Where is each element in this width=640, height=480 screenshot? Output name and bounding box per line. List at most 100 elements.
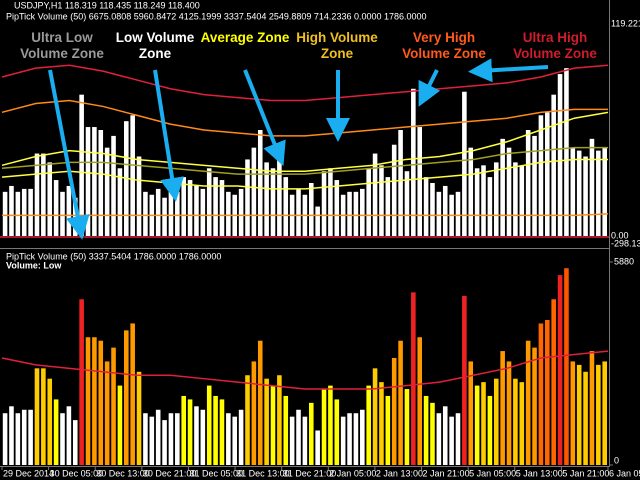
volume-bar	[385, 395, 391, 465]
volume-bar	[360, 188, 365, 236]
volume-bar	[538, 323, 544, 465]
volume-bar	[449, 416, 454, 465]
time-label: 29 Dec 2014	[3, 468, 54, 478]
volume-bar	[564, 68, 569, 237]
volume-bar	[47, 162, 53, 236]
volume-bar	[98, 340, 104, 465]
volume-bar	[85, 337, 91, 465]
volume-bar	[481, 165, 486, 236]
time-label: 2 Jan 13:00	[376, 468, 423, 478]
volume-bar	[92, 337, 97, 465]
volume-bar	[251, 361, 257, 465]
volume-bar	[500, 138, 505, 236]
volume-bar	[315, 206, 320, 236]
price-label: -298.1307	[611, 238, 640, 248]
volume-bar	[417, 337, 423, 465]
arrow	[418, 69, 441, 107]
volume-bar	[455, 191, 461, 236]
band-line	[1, 146, 608, 175]
volume-bar	[238, 188, 244, 236]
volume-bar	[398, 340, 403, 465]
volume-bar	[257, 340, 263, 465]
volume-status: Volume: Low	[6, 260, 62, 270]
zone-annotation: Low Volume Zone	[115, 30, 195, 61]
volume-bar	[481, 382, 486, 465]
volume-bar	[557, 74, 563, 236]
volume-bar	[219, 180, 225, 236]
volume-bar	[328, 168, 333, 236]
time-label: 30 Dec 21:00	[143, 468, 197, 478]
volume-bar	[589, 138, 595, 236]
volume-bar	[525, 340, 531, 465]
volume-bar	[66, 185, 72, 236]
volume-bar	[111, 135, 116, 236]
volume-bar	[360, 409, 365, 465]
volume-bar	[187, 180, 193, 236]
volume-bar	[525, 130, 531, 236]
volume-bar	[545, 320, 550, 465]
volume-bar	[583, 371, 588, 465]
volume-bar	[493, 162, 499, 236]
volume-bar	[28, 409, 33, 465]
volume-bar	[219, 399, 225, 465]
time-label: 2 Jan 21:00	[423, 468, 470, 478]
volume-bar	[576, 150, 582, 236]
volume-bar	[9, 185, 14, 236]
time-label: 5 Jan 13:00	[516, 468, 563, 478]
volume-bar	[181, 177, 186, 236]
band-line	[1, 350, 609, 390]
volume-bar	[468, 147, 474, 236]
volume-bar	[213, 177, 218, 236]
time-label: 30 Dec 05:00	[50, 468, 104, 478]
volume-bar	[34, 368, 40, 465]
volume-bar	[41, 368, 46, 465]
y-tick-label: 0	[614, 455, 619, 465]
volume-bar	[596, 364, 601, 465]
volume-bar	[334, 180, 340, 236]
volume-bar	[117, 385, 123, 465]
volume-bar	[436, 191, 442, 236]
volume-bar	[79, 299, 84, 465]
volume-bar	[47, 378, 53, 465]
volume-bar	[2, 191, 8, 236]
volume-bar	[366, 385, 371, 465]
volume-bar	[187, 399, 193, 465]
volume-bar	[296, 409, 301, 465]
volume-bar	[417, 127, 423, 236]
volume-bar	[143, 413, 148, 465]
volume-bar	[15, 191, 21, 236]
volume-bar	[15, 413, 21, 465]
volume-bar	[200, 188, 206, 236]
volume-bar	[493, 378, 499, 465]
volume-bar	[168, 191, 174, 236]
volume-bar	[34, 153, 40, 236]
zone-annotation: Very High Volume Zone	[402, 30, 486, 61]
volume-bar	[487, 395, 493, 465]
volume-bar	[430, 183, 435, 236]
arrow	[243, 69, 286, 167]
y-tick-label: 5880	[614, 256, 634, 266]
band-line	[1, 158, 608, 190]
time-label: 31 Dec 13:00	[236, 468, 290, 478]
time-label: 2 Jan 05:00	[329, 468, 376, 478]
volume-bar	[251, 147, 257, 236]
volume-bar	[277, 159, 282, 236]
zone-annotation: Average Zone	[200, 30, 290, 45]
volume-bar	[98, 130, 104, 236]
volume-bar	[9, 406, 14, 465]
indicator-info: PipTick Volume (50) 3337.5404 1786.0000 …	[6, 251, 221, 261]
price-label: 0.00	[611, 230, 629, 240]
volume-bar	[353, 191, 359, 236]
band-line	[1, 99, 608, 137]
time-label: 5 Jan 21:00	[562, 468, 609, 478]
band-line	[1, 111, 609, 172]
volume-bar	[175, 413, 180, 465]
volume-bar	[60, 191, 65, 236]
volume-bar	[155, 409, 161, 465]
volume-bar	[411, 88, 416, 237]
volume-bar	[162, 420, 167, 465]
volume-bar	[321, 389, 327, 465]
volume-bar	[41, 153, 46, 236]
